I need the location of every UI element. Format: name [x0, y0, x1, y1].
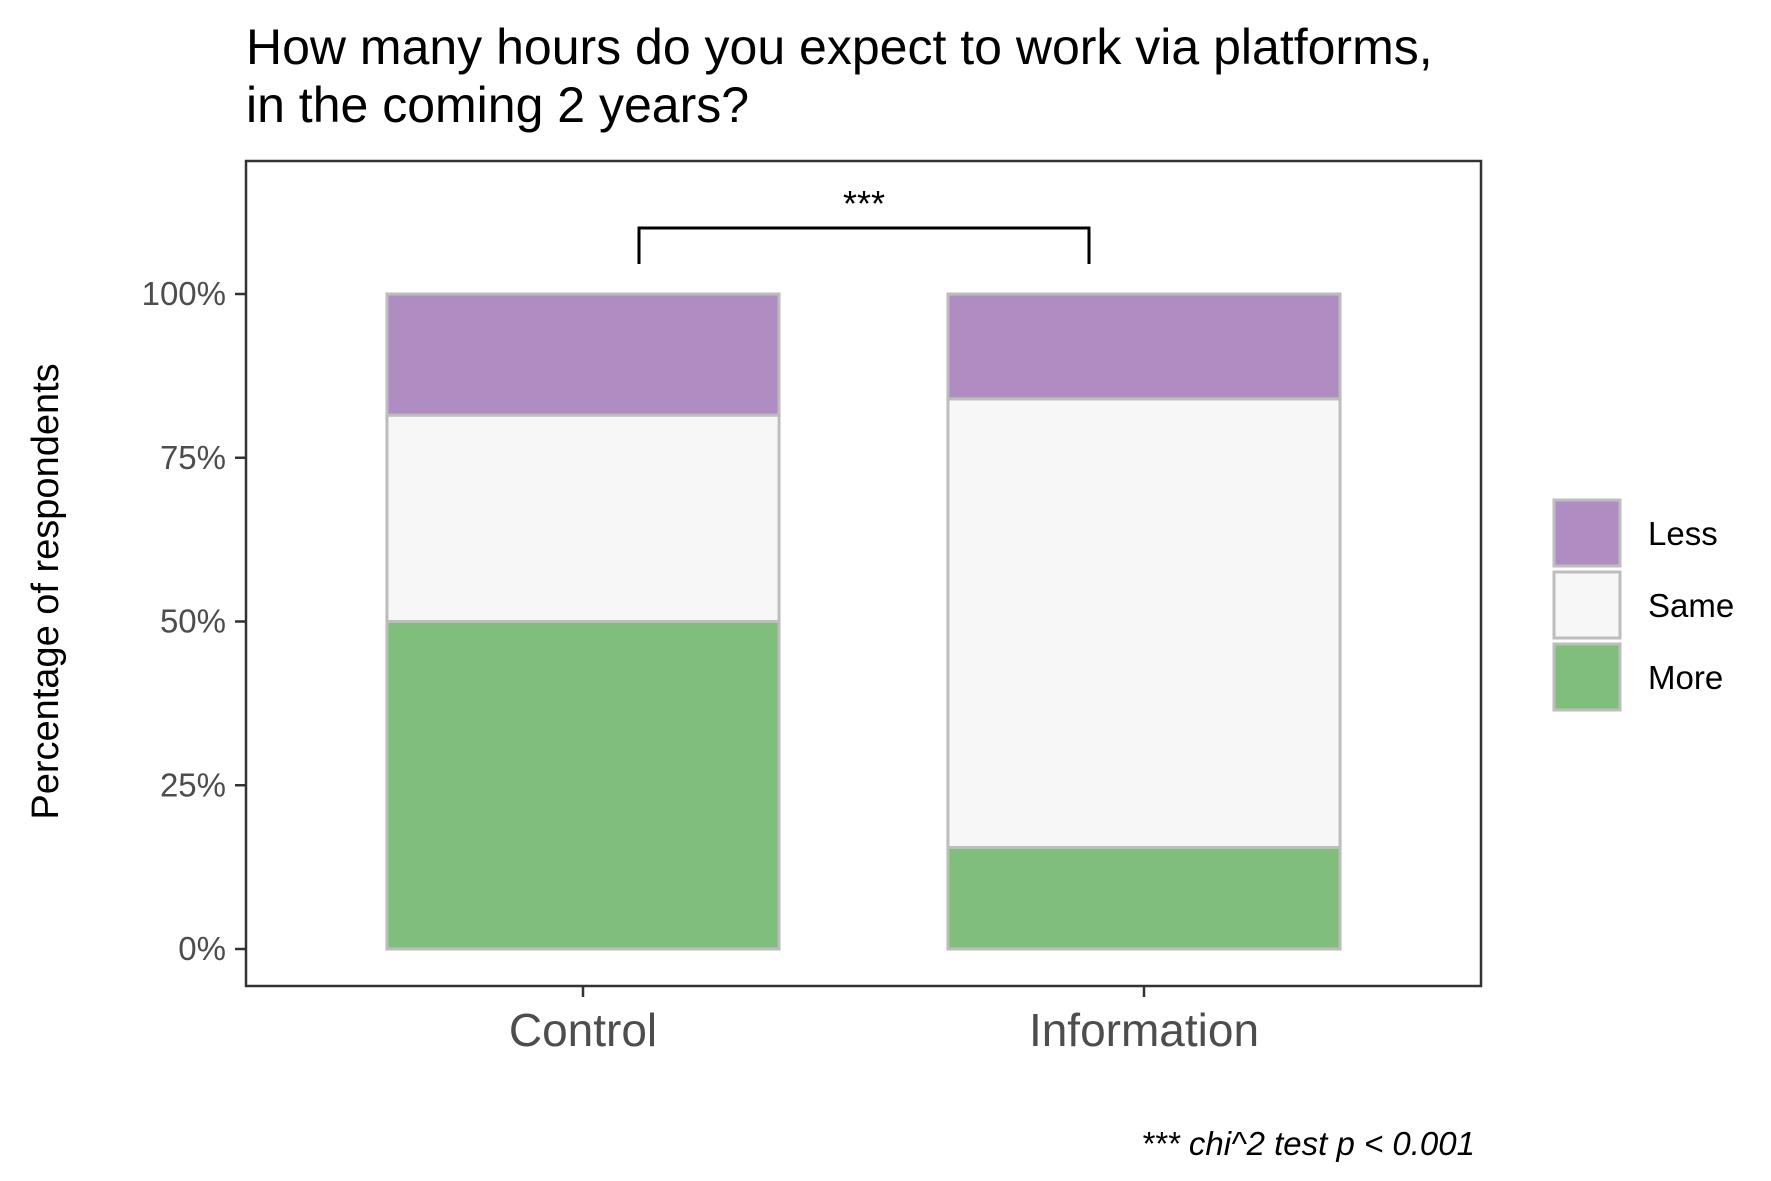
plot-area: 0% 25% 50% 75% 100% Percentage of respondents…: [25, 159, 1483, 1056]
chart-title-line-2: in the coming 2 years?: [246, 77, 749, 133]
x-tick-label-information: Information: [1029, 1004, 1259, 1056]
legend-label-more: More: [1648, 659, 1723, 696]
y-tick-label-0: 0%: [178, 930, 226, 967]
y-tick-label-3: 75%: [160, 439, 226, 476]
legend-label-same: Same: [1648, 587, 1734, 624]
legend: Less Same More: [1552, 498, 1734, 712]
y-tick-label-4: 100%: [142, 275, 226, 312]
significance-bracket: [637, 226, 1091, 264]
y-axis-label: Percentage of respondents: [25, 363, 67, 819]
bar-information-more: [946, 845, 1342, 951]
significance-label: ***: [843, 183, 885, 224]
bar-control-less: [385, 292, 781, 417]
y-tick-label-2: 50%: [160, 603, 226, 640]
plot-panel-border: [244, 159, 1483, 988]
y-tick-label-1: 25%: [160, 766, 226, 803]
bar-control-more: [385, 620, 781, 951]
legend-key-less: [1552, 498, 1622, 568]
chart-caption: *** chi^2 test p < 0.001: [1141, 1125, 1475, 1162]
legend-key-same: [1552, 570, 1622, 640]
bar-information-less: [946, 292, 1342, 401]
chart-title-line-1: How many hours do you expect to work via…: [246, 19, 1433, 75]
legend-label-less: Less: [1648, 515, 1718, 552]
legend-key-more: [1552, 642, 1622, 712]
bar-control-same: [385, 413, 781, 623]
bar-information-same: [946, 397, 1342, 849]
x-tick-label-control: Control: [509, 1004, 657, 1056]
